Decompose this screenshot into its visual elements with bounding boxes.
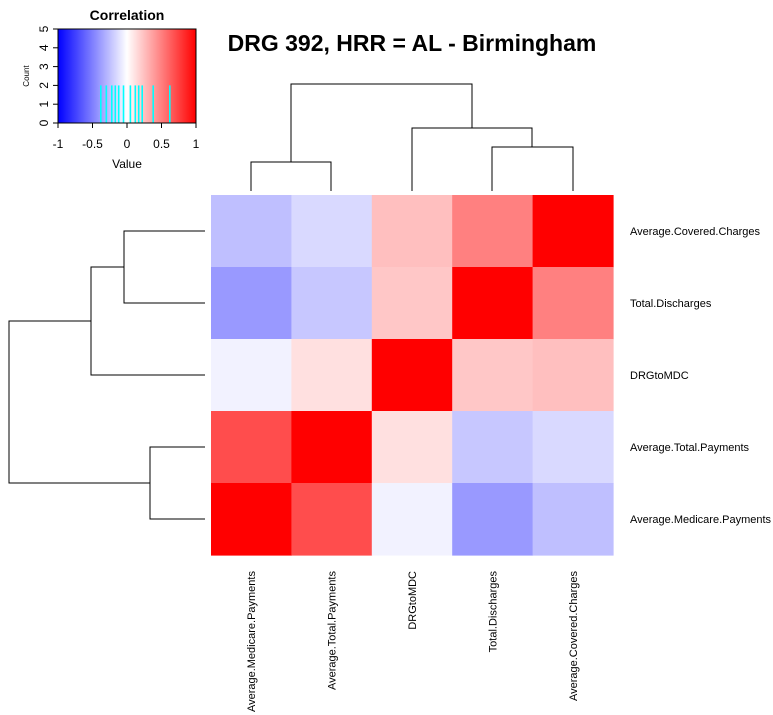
column-label: Average.Medicare.Payments <box>246 571 258 713</box>
row-dendrogram <box>8 230 205 520</box>
x-tick-label: 0 <box>124 137 131 151</box>
x-tick-label: 0.5 <box>153 137 170 151</box>
heatmap-cell <box>532 267 614 340</box>
color-key-histogram <box>100 85 171 123</box>
x-tick-label: 1 <box>193 137 200 151</box>
heatmap-cell <box>532 411 614 484</box>
chart-title: DRG 392, HRR = AL - Birmingham <box>228 30 597 56</box>
x-tick-label: -1 <box>53 137 64 151</box>
heatmap-cell <box>452 411 534 484</box>
y-tick-label: 3 <box>37 63 51 70</box>
heatmap-cell <box>211 195 292 268</box>
heatmap-cell <box>452 339 534 412</box>
heatmap-cell <box>211 339 292 412</box>
color-key-title: Correlation <box>90 7 165 23</box>
color-key-y-axis: 0 1 2 3 4 5 <box>37 25 58 126</box>
row-label: Total.Discharges <box>630 298 712 310</box>
row-label: Average.Covered.Charges <box>630 226 761 238</box>
color-key-xlabel: Value <box>112 157 142 171</box>
heatmap-cell <box>371 195 453 268</box>
heatmap-cell <box>291 195 373 268</box>
column-dendrogram <box>250 83 574 191</box>
heatmap-cell <box>211 411 292 484</box>
y-tick-label: 2 <box>37 82 51 89</box>
heatmap-cell <box>371 339 453 412</box>
heatmap-cell <box>452 483 534 556</box>
y-tick-label: 4 <box>37 44 51 51</box>
heatmap-cell <box>532 483 614 556</box>
row-label: Average.Total.Payments <box>630 442 750 454</box>
heatmap-cell <box>291 339 373 412</box>
heatmap-cell <box>452 195 534 268</box>
heatmap-cell <box>291 411 373 484</box>
color-key-gradient <box>58 29 196 123</box>
color-key-ylabel: Count <box>22 65 31 87</box>
heatmap-cells <box>211 195 614 556</box>
row-labels: Average.Covered.Charges Total.Discharges D… <box>630 226 772 526</box>
y-tick-label: 5 <box>37 25 51 32</box>
heatmap-cell <box>371 267 453 340</box>
heatmap-cell <box>291 483 373 556</box>
color-key-x-axis: -1 -0.5 0 0.5 1 <box>53 123 200 151</box>
heatmap-cell <box>532 195 614 268</box>
heatmap-cell <box>532 339 614 412</box>
y-tick-label: 0 <box>37 119 51 126</box>
heatmap-cell <box>211 267 292 340</box>
heatmap-cell <box>211 483 292 556</box>
column-label: DRGtoMDC <box>407 571 419 630</box>
column-label: Average.Total.Payments <box>327 571 339 691</box>
heatmap-cell <box>371 411 453 484</box>
column-labels: Average.Medicare.Payments Average.Total.P… <box>246 571 580 713</box>
row-label: Average.Medicare.Payments <box>630 514 772 526</box>
y-tick-label: 1 <box>37 101 51 108</box>
heatmap-cell <box>452 267 534 340</box>
column-label: Total.Discharges <box>487 571 499 653</box>
heatmap-cell <box>371 483 453 556</box>
heatmap-cell <box>291 267 373 340</box>
x-tick-label: -0.5 <box>82 137 103 151</box>
color-key: Correlation -1 -0.5 0 0.5 1 0 1 2 3 4 5 Value Cou… <box>22 7 200 171</box>
row-label: DRGtoMDC <box>630 370 689 382</box>
column-label: Average.Covered.Charges <box>568 571 580 702</box>
